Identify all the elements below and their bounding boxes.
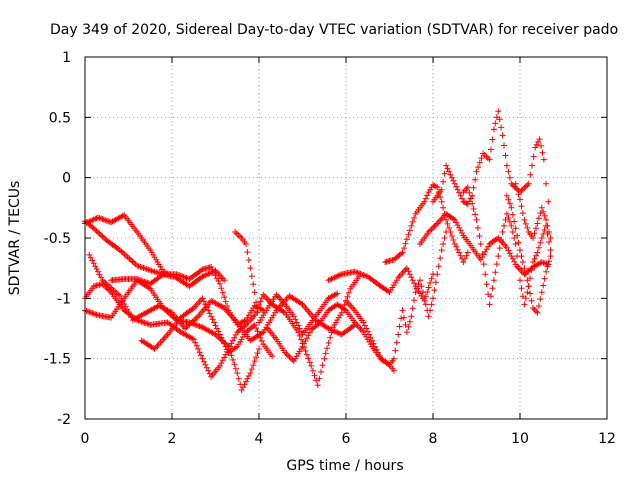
data-point-markers bbox=[430, 108, 552, 208]
y-tick-label: 1 bbox=[62, 50, 71, 66]
series-track-6 bbox=[138, 295, 276, 360]
series-track-13 bbox=[417, 210, 552, 278]
gridlines bbox=[85, 57, 607, 419]
y-tick-label: -2 bbox=[57, 412, 71, 428]
data-point-markers bbox=[382, 181, 471, 266]
series-track-15 bbox=[460, 184, 554, 308]
chart-title: Day 349 of 2020, Sidereal Day-to-day VTE… bbox=[50, 22, 618, 38]
data-point-markers bbox=[232, 229, 341, 338]
x-tick-label: 6 bbox=[342, 431, 351, 447]
series-track-12 bbox=[382, 181, 471, 266]
data-point-markers bbox=[82, 218, 175, 280]
data-point-markers bbox=[343, 229, 450, 368]
data-point-markers bbox=[325, 265, 436, 304]
series-track-8 bbox=[232, 229, 341, 338]
y-tick-label: -1.5 bbox=[44, 352, 71, 368]
series-track-7 bbox=[108, 264, 267, 328]
series-track-11 bbox=[343, 229, 450, 368]
y-tick-label: 0 bbox=[62, 171, 71, 187]
x-tick-label: 8 bbox=[429, 431, 438, 447]
y-tick-label: -0.5 bbox=[44, 231, 71, 247]
y-tick-label: 0.5 bbox=[49, 110, 71, 126]
series-track-17 bbox=[512, 180, 554, 241]
series-track-10 bbox=[325, 265, 436, 304]
series-track-2 bbox=[82, 218, 175, 280]
data-point-markers bbox=[503, 192, 554, 316]
axis-ticks: 0 2 4 6 8 10 12 -2 -1.5 -1 -0.5 0 0.5 1 bbox=[44, 50, 616, 447]
data-point-markers bbox=[417, 210, 552, 278]
series-track-14 bbox=[430, 108, 552, 208]
x-tick-label: 2 bbox=[168, 431, 177, 447]
x-tick-label: 4 bbox=[255, 431, 264, 447]
data-point-markers bbox=[108, 264, 267, 328]
data-point-markers bbox=[460, 184, 554, 308]
data-markers bbox=[82, 108, 554, 393]
y-tick-label: -1 bbox=[57, 291, 71, 307]
data-point-markers bbox=[82, 273, 363, 389]
data-point-markers bbox=[86, 251, 358, 344]
x-tick-label: 10 bbox=[511, 431, 529, 447]
data-point-markers bbox=[512, 180, 554, 241]
series-track-5 bbox=[86, 251, 358, 344]
data-point-markers bbox=[138, 295, 276, 360]
x-axis-label: GPS time / hours bbox=[286, 458, 403, 474]
y-axis-label: SDTVAR / TECUs bbox=[7, 181, 23, 296]
series-track-16 bbox=[503, 192, 554, 316]
x-tick-label: 0 bbox=[81, 431, 90, 447]
x-tick-label: 12 bbox=[598, 431, 616, 447]
series-track-3 bbox=[82, 273, 363, 389]
